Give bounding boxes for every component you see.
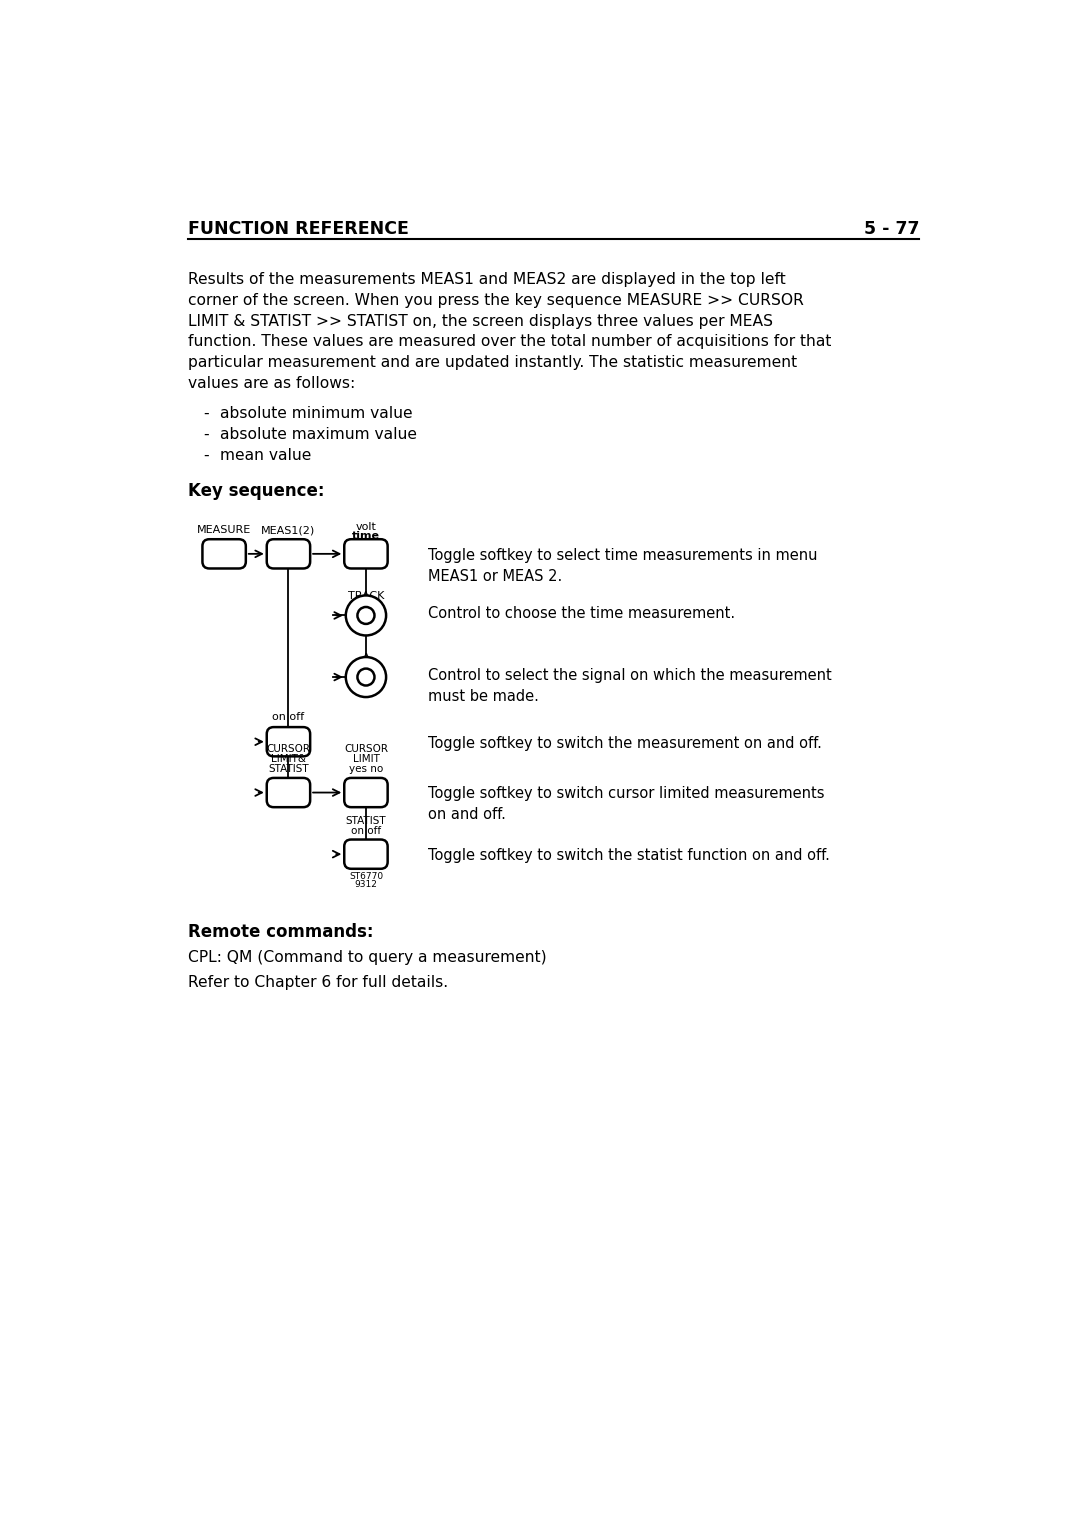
Text: time: time	[352, 531, 380, 541]
Text: FUNCTION REFERENCE: FUNCTION REFERENCE	[188, 220, 408, 239]
Text: LIMIT & STATIST >> STATIST on, the screen displays three values per MEAS: LIMIT & STATIST >> STATIST on, the scree…	[188, 313, 772, 329]
Text: 5 - 77: 5 - 77	[864, 220, 919, 239]
Text: Toggle softkey to switch cursor limited measurements
on and off.: Toggle softkey to switch cursor limited …	[428, 786, 824, 823]
Text: Δ: Δ	[362, 653, 370, 665]
Text: values are as follows:: values are as follows:	[188, 376, 355, 391]
Text: absolute minimum value: absolute minimum value	[220, 407, 413, 420]
Text: ST6770: ST6770	[349, 872, 383, 881]
Text: delay: delay	[351, 540, 381, 550]
Text: TRACK: TRACK	[348, 590, 384, 601]
Text: mean value: mean value	[220, 448, 312, 463]
Text: LIMIT: LIMIT	[352, 754, 379, 764]
FancyBboxPatch shape	[345, 839, 388, 868]
Text: CURSOR: CURSOR	[267, 745, 310, 754]
Text: corner of the screen. When you press the key sequence MEASURE >> CURSOR: corner of the screen. When you press the…	[188, 294, 804, 307]
Text: on off: on off	[351, 827, 381, 836]
FancyBboxPatch shape	[267, 540, 310, 569]
Text: -: -	[203, 427, 208, 442]
Text: function. These values are measured over the total number of acquisitions for th: function. These values are measured over…	[188, 335, 832, 350]
FancyBboxPatch shape	[345, 540, 388, 569]
Circle shape	[346, 657, 387, 697]
FancyBboxPatch shape	[202, 540, 246, 569]
Text: yes no: yes no	[349, 764, 383, 774]
Circle shape	[357, 668, 375, 685]
Text: volt: volt	[355, 521, 377, 532]
Text: Toggle softkey to switch the statist function on and off.: Toggle softkey to switch the statist fun…	[428, 849, 829, 862]
Text: -: -	[203, 448, 208, 463]
Text: 9312: 9312	[354, 881, 377, 890]
Text: Refer to Chapter 6 for full details.: Refer to Chapter 6 for full details.	[188, 976, 448, 991]
FancyBboxPatch shape	[267, 728, 310, 757]
Text: STATIST: STATIST	[346, 816, 387, 826]
Text: Control to choose the time measurement.: Control to choose the time measurement.	[428, 605, 735, 621]
Text: particular measurement and are updated instantly. The statistic measurement: particular measurement and are updated i…	[188, 355, 797, 370]
Text: absolute maximum value: absolute maximum value	[220, 427, 417, 442]
Text: Toggle softkey to select time measurements in menu
MEAS1 or MEAS 2.: Toggle softkey to select time measuremen…	[428, 547, 818, 584]
Text: -: -	[203, 407, 208, 420]
Text: STATIST: STATIST	[268, 764, 309, 774]
Text: MEASURE: MEASURE	[197, 526, 252, 535]
Text: Results of the measurements MEAS1 and MEAS2 are displayed in the top left: Results of the measurements MEAS1 and ME…	[188, 272, 785, 287]
Text: Key sequence:: Key sequence:	[188, 482, 324, 500]
FancyBboxPatch shape	[267, 778, 310, 807]
Text: Remote commands:: Remote commands:	[188, 922, 374, 940]
Circle shape	[357, 607, 375, 624]
Text: MEAS1(2): MEAS1(2)	[261, 526, 315, 535]
Text: LIMIT&: LIMIT&	[271, 754, 306, 764]
Text: CPL: QM (Command to query a measurement): CPL: QM (Command to query a measurement)	[188, 951, 546, 965]
Text: Toggle softkey to switch the measurement on and off.: Toggle softkey to switch the measurement…	[428, 735, 822, 751]
Text: CURSOR: CURSOR	[343, 745, 388, 754]
Text: Control to select the signal on which the measurement
must be made.: Control to select the signal on which th…	[428, 668, 832, 703]
Circle shape	[346, 595, 387, 636]
Text: on off: on off	[272, 711, 305, 722]
FancyBboxPatch shape	[345, 778, 388, 807]
